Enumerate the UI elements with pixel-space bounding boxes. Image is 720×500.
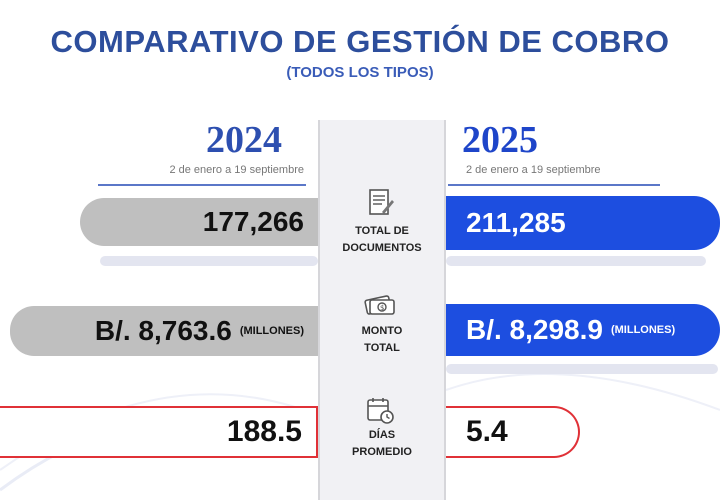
period-2025: 2 de enero a 19 septiembre — [466, 164, 601, 176]
amount-label: MONTO TOTAL — [320, 323, 444, 357]
days-2024-value: 188.5 — [0, 406, 318, 458]
amount-2025-value: B/. 8,298.9 (MILLONES) — [446, 304, 720, 356]
documents-2024-number: 177,266 — [202, 206, 304, 237]
documents-label: TOTAL DE DOCUMENTOS — [320, 223, 444, 257]
amount-2025-number: B/. 8,298.9 — [466, 314, 603, 345]
days-2024-number: 188.5 — [226, 415, 302, 448]
divider-2024 — [98, 184, 306, 186]
row1-shadow-left — [100, 256, 318, 266]
documents-2025-number: 211,285 — [466, 207, 566, 238]
documents-label-line2: DOCUMENTOS — [342, 242, 422, 254]
documents-2024-value: 177,266 — [80, 198, 318, 246]
amount-label-line1: MONTO — [361, 325, 403, 337]
amount-2024-unit: (MILLONES) — [239, 325, 304, 337]
money-icon: $ — [364, 295, 395, 315]
row2-shadow-right — [446, 364, 718, 374]
days-label: DÍAS PROMEDIO — [320, 427, 444, 461]
days-label-line2: PROMEDIO — [352, 446, 412, 458]
row1-shadow-right — [446, 256, 706, 266]
days-2025-number: 5.4 — [466, 415, 508, 448]
svg-text:$: $ — [380, 304, 384, 312]
amount-label-line2: TOTAL — [364, 342, 400, 354]
days-2025-value: 5.4 — [446, 406, 580, 458]
divider-2025 — [448, 184, 660, 186]
days-label-line1: DÍAS — [368, 429, 396, 441]
amount-2024-number: B/. 8,763.6 — [94, 315, 232, 346]
page-title: COMPARATIVO DE GESTIÓN DE COBRO — [50, 24, 670, 59]
documents-2025-value: 211,285 — [446, 196, 720, 250]
amount-2024-value: B/. 8,763.6 (MILLONES) — [10, 306, 318, 356]
period-2024: 2 de enero a 19 septiembre — [169, 164, 304, 176]
documents-icon — [369, 189, 394, 215]
page-subtitle: (TODOS LOS TIPOS) — [286, 64, 434, 81]
calendar-clock-icon — [367, 398, 394, 424]
year-2024-heading: 2024 — [206, 119, 282, 161]
year-2025-heading: 2025 — [462, 119, 538, 161]
documents-label-line1: TOTAL DE — [355, 225, 409, 237]
amount-2025-unit: (MILLONES) — [610, 324, 676, 336]
